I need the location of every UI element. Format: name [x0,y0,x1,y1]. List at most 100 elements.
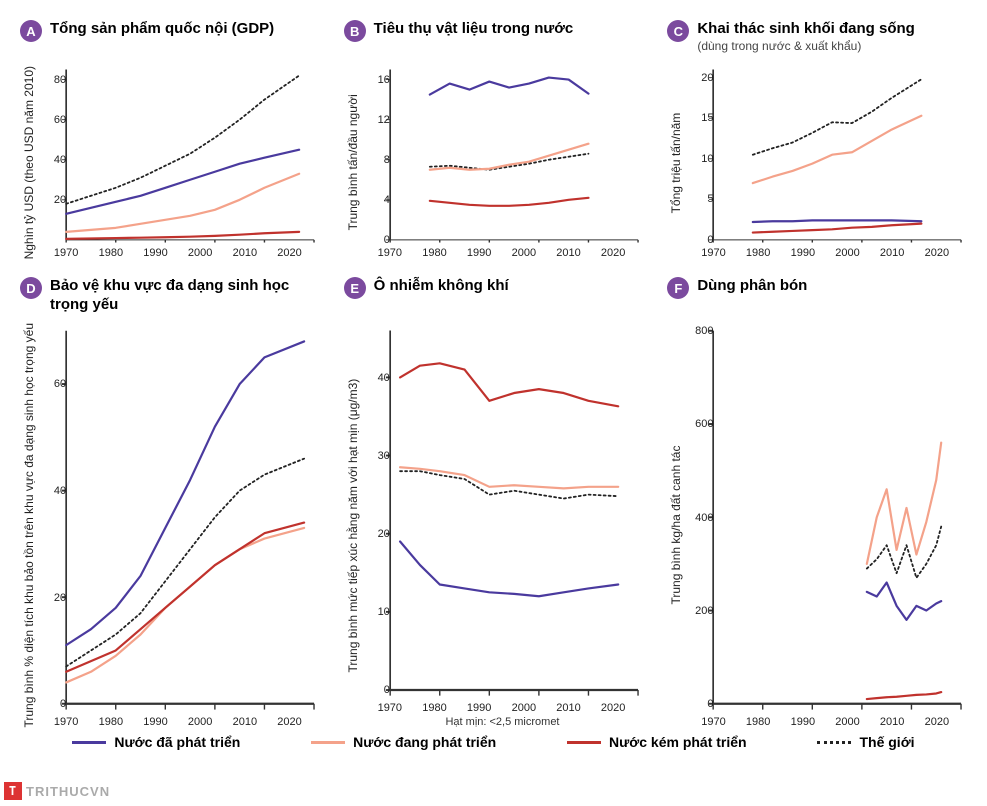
x-tick-label: 1970 [54,716,78,728]
y-tick-label: 40 [54,485,66,497]
panel-badge: A [20,20,42,42]
watermark: T TRITHUCVN [4,782,110,800]
y-tick-label: 200 [695,605,713,617]
legend-swatch-developing [311,741,345,744]
x-tick-label: 1980 [99,247,123,259]
x-tick-label: 1970 [378,247,402,259]
y-tick-label: 60 [54,114,66,126]
series-line-least [66,232,299,239]
x-tick-label: 2010 [880,247,904,259]
x-tick-label: 2000 [835,247,859,259]
series-line-developed [429,78,588,95]
series-line-least [867,693,941,700]
x-tick-label: 2020 [601,702,625,714]
series-line-developing [400,468,618,489]
x-tick-label: 2000 [512,247,536,259]
x-tick-label: 2020 [277,716,301,728]
y-tick-label: 0 [707,234,713,246]
chart-plot: 20 40 60 80 [38,66,320,243]
y-tick-label: 0 [707,698,713,710]
panel-title: Khai thác sinh khối đang sống [697,20,915,39]
series-line-developing [66,528,304,683]
x-tick-label: 1980 [422,247,446,259]
legend-swatch-least [567,741,601,744]
series-line-least [753,224,922,233]
y-axis-label: Trung bình mức tiếp xúc hằng năm với hạt… [344,323,362,728]
chart-plot: 0204060 [38,323,320,712]
x-tick-label: 1970 [378,702,402,714]
chart-plot: 010203040 [362,323,644,698]
y-tick-label: 15 [701,112,713,124]
x-axis-ticks: 197019801990200020102020 [38,243,320,259]
legend-item-world: Thế giới [817,734,914,750]
panel-title: Bảo vệ khu vực đa dạng sinh học trọng yế… [50,277,320,315]
panel-f: FDùng phân bónTrung bình kg/ha đất canh … [667,277,967,728]
x-tick-label: 2020 [277,247,301,259]
series-line-developing [867,443,941,564]
series-line-least [429,198,588,206]
x-tick-label: 2020 [601,247,625,259]
series-line-developing [753,116,922,183]
y-tick-label: 40 [378,372,390,384]
x-tick-label: 1980 [746,716,770,728]
x-tick-label: 2000 [188,716,212,728]
x-tick-label: 1990 [467,247,491,259]
legend-swatch-developed [72,741,106,744]
y-tick-label: 0 [384,684,390,696]
legend-label-developed: Nước đã phát triển [114,734,240,750]
y-axis-label: Tổng triệu tấn/năm [667,66,685,259]
y-tick-label: 80 [54,74,66,86]
legend-item-developed: Nước đã phát triển [72,734,240,750]
panel-title: Ô nhiễm không khí [374,277,509,296]
y-tick-label: 5 [707,193,713,205]
x-tick-label: 2010 [880,716,904,728]
legend: Nước đã phát triển Nước đang phát triển … [20,734,967,750]
y-tick-label: 0 [60,698,66,710]
y-tick-label: 30 [378,450,390,462]
panel-header: D Bảo vệ khu vực đa dạng sinh học trọng y… [20,277,320,317]
x-tick-label: 1970 [54,247,78,259]
panel-b: BTiêu thụ vật liệu trong nướcTrung bình … [344,20,644,259]
panel-badge: D [20,277,42,299]
y-axis-label: Trung bình kg/ha đất canh tác [667,323,685,728]
x-tick-label: 2000 [512,702,536,714]
panel-header: ATổng sản phẩm quốc nội (GDP) [20,20,320,60]
chart-plot: 0200400600800 [685,323,967,712]
legend-item-developing: Nước đang phát triển [311,734,496,750]
panel-header: EÔ nhiễm không khí [344,277,644,317]
y-tick-label: 12 [378,114,390,126]
y-tick-label: 0 [384,234,390,246]
y-tick-label: 40 [54,154,66,166]
y-tick-label: 20 [701,72,713,84]
series-line-world [753,79,922,154]
x-tick-label: 1990 [791,716,815,728]
chart-plot: 0 5 10 15 20 [685,66,967,243]
panel-a: ATổng sản phẩm quốc nội (GDP)Nghìn tỷ US… [20,20,320,259]
y-tick-label: 800 [695,325,713,337]
y-tick-label: 10 [701,153,713,165]
y-tick-label: 16 [378,74,390,86]
panel-c: CKhai thác sinh khối đang sống(dùng tron… [667,20,967,259]
series-line-least [66,523,304,672]
x-axis-ticks: 197019801990200020102020 [38,712,320,728]
y-tick-label: 60 [54,378,66,390]
series-line-world [867,527,941,578]
x-tick-label: 1990 [143,247,167,259]
y-tick-label: 10 [378,606,390,618]
series-line-developed [66,150,299,214]
x-tick-label: 1980 [746,247,770,259]
y-tick-label: 4 [384,194,390,206]
x-tick-label: 2010 [556,702,580,714]
x-tick-label: 1980 [99,716,123,728]
panel-d: D Bảo vệ khu vực đa dạng sinh học trọng y… [20,277,320,728]
panel-badge: B [344,20,366,42]
x-tick-label: 1970 [701,716,725,728]
y-tick-label: 8 [384,154,390,166]
panel-e: EÔ nhiễm không khí Trung bình mức tiếp xú… [344,277,644,728]
x-tick-label: 2010 [233,716,257,728]
y-tick-label: 600 [695,418,713,430]
y-tick-label: 20 [54,194,66,206]
panel-title: Tiêu thụ vật liệu trong nước [374,20,574,39]
x-axis-ticks: 197019801990200020102020 [362,243,644,259]
x-axis-note: Hạt mịn: <2,5 micromet [362,716,644,728]
